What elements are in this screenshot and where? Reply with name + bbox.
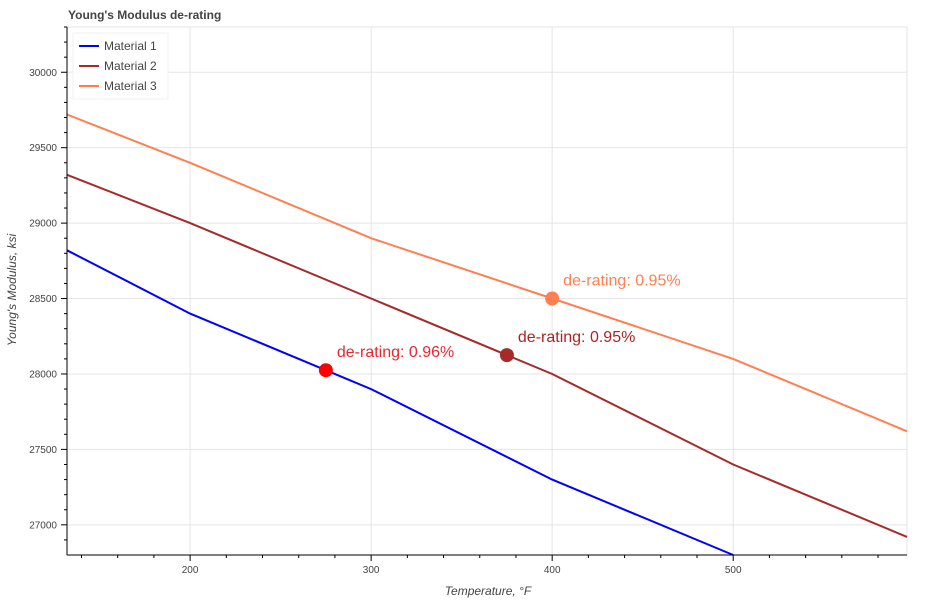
annotation-label: de-rating: 0.96%	[337, 344, 454, 361]
x-tick-label: 400	[544, 565, 561, 576]
y-axis-label: Young's Modulus, ksi	[5, 233, 19, 346]
series-line-material-1	[66, 249, 734, 556]
legend: Material 1 Material 2 Material 3	[72, 32, 169, 100]
x-tick-label: 300	[363, 565, 380, 576]
legend-label: Material 3	[104, 79, 157, 93]
x-tick-label: 200	[182, 565, 199, 576]
annotations-group: de-rating: 0.96% de-rating: 0.95% de-ratin…	[318, 273, 681, 378]
y-tick-label: 28000	[29, 369, 57, 380]
plot-area	[66, 26, 908, 556]
annotation-marker	[545, 291, 560, 306]
x-axis-label: Temperature, °F	[445, 584, 532, 598]
x-tick-label: 500	[725, 565, 742, 576]
annotation-label: de-rating: 0.95%	[563, 273, 680, 290]
legend-label: Material 2	[104, 59, 157, 73]
series-group	[66, 113, 908, 556]
y-tick-label: 27500	[29, 445, 57, 456]
ticks-group: 200 300 400 500 27000 27500 28000 28500 29000 295…	[29, 26, 879, 576]
series-line-material-2	[66, 173, 908, 538]
legend-label: Material 1	[104, 39, 157, 53]
y-tick-label: 29500	[29, 143, 57, 154]
y-tick-label: 29000	[29, 219, 57, 230]
y-tick-label: 28500	[29, 294, 57, 305]
annotation-label: de-rating: 0.95%	[518, 329, 635, 346]
annotation-marker	[318, 363, 333, 378]
series-line-material-3	[66, 113, 908, 433]
chart-title: Young's Modulus de-rating	[68, 8, 222, 22]
y-tick-label: 30000	[29, 68, 57, 79]
y-tick-label: 27000	[29, 520, 57, 531]
annotation-marker	[499, 348, 514, 363]
